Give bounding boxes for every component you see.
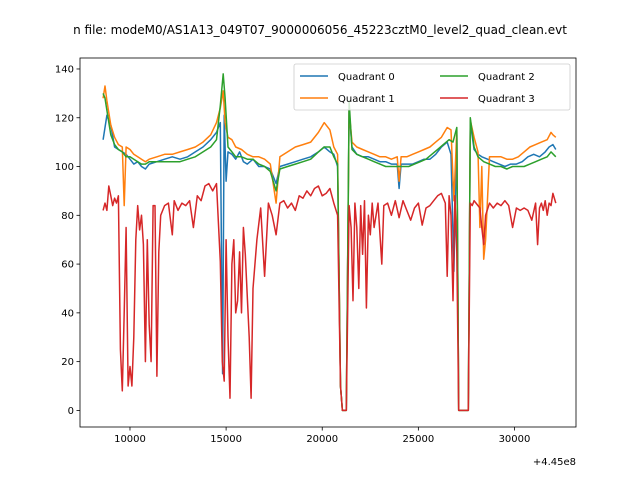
plot-frame [79,57,577,428]
series-lines [102,73,557,412]
legend-label-quadrant-3: Quadrant 3 [478,94,535,105]
x-axis-offset-label: +4.45e8 [533,457,576,468]
legend: Quadrant 0 Quadrant 2 Quadrant 1 Quadrant 3 [293,63,571,111]
x-tick-label: 15000 [210,434,242,445]
x-tick-label: 20000 [306,434,338,445]
y-tick-label: 0 [68,406,74,417]
series-line-quadrant-1 [102,85,557,412]
y-axis: 0 20 40 60 80 100 120 140 [55,64,80,417]
x-axis: 10000 15000 20000 25000 30000 [114,427,530,445]
series-line-quadrant-0 [102,109,557,412]
y-tick-label: 60 [61,260,74,271]
y-tick-label: 100 [55,162,74,173]
y-tick-label: 140 [55,64,74,75]
series-line-quadrant-3 [102,182,557,412]
series-line-quadrant-2 [102,73,557,412]
y-tick-label: 80 [61,211,74,222]
x-tick-label: 25000 [402,434,434,445]
y-tick-label: 40 [61,308,74,319]
x-tick-label: 10000 [114,434,146,445]
legend-label-quadrant-2: Quadrant 2 [478,72,535,83]
y-tick-label: 120 [55,113,74,124]
legend-label-quadrant-0: Quadrant 0 [338,72,395,83]
x-tick-label: 30000 [499,434,531,445]
legend-label-quadrant-1: Quadrant 1 [338,94,395,105]
chart-title: n file: modeM0/AS1A13_049T07_9000006056_… [73,23,567,37]
legend-frame [293,63,571,111]
y-tick-label: 20 [61,357,74,368]
